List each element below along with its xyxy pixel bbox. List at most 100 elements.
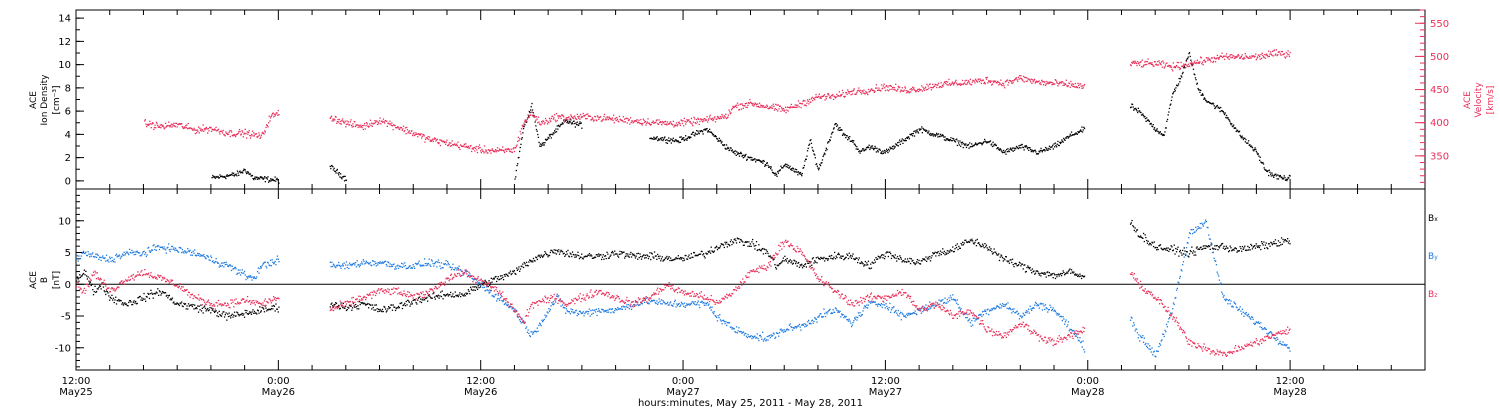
density-series-point bbox=[554, 130, 556, 132]
density-series-point bbox=[656, 136, 658, 138]
velocity-series-point bbox=[1055, 79, 1057, 81]
series-by-point bbox=[81, 252, 83, 254]
series-bx-point bbox=[1190, 250, 1192, 253]
density-series-point bbox=[829, 139, 831, 141]
series-by-point bbox=[401, 262, 403, 264]
series-bx-point bbox=[132, 303, 134, 306]
series-bx-point bbox=[473, 286, 476, 288]
series-bx-point bbox=[593, 257, 595, 259]
series-by-point bbox=[417, 263, 419, 265]
series-by-point bbox=[460, 270, 463, 272]
velocity-series-point bbox=[888, 90, 890, 92]
velocity-series-point bbox=[1156, 64, 1158, 66]
velocity-series-point bbox=[1008, 79, 1010, 82]
velocity-series-point bbox=[522, 126, 524, 128]
density-series-point bbox=[1179, 81, 1181, 83]
velocity-series-point bbox=[1209, 59, 1211, 61]
velocity-series-point bbox=[820, 97, 822, 99]
density-series-point bbox=[1005, 153, 1007, 155]
series-bx-point bbox=[910, 258, 912, 260]
density-series-point bbox=[220, 175, 222, 177]
velocity-series-point bbox=[519, 138, 521, 140]
series-bx-point bbox=[894, 254, 896, 256]
series-bx-point bbox=[504, 275, 506, 277]
series-by-point bbox=[452, 263, 454, 265]
series-by-point bbox=[173, 247, 175, 249]
density-series-point bbox=[1191, 65, 1193, 67]
series-bx-point bbox=[467, 289, 469, 291]
series-by-point bbox=[250, 276, 253, 279]
density-series-point bbox=[847, 139, 849, 141]
series-by-point bbox=[405, 267, 407, 270]
series-bx-point bbox=[180, 303, 182, 305]
density-series-point bbox=[1177, 84, 1179, 87]
series-bx-point bbox=[994, 251, 996, 253]
series-bx-point bbox=[831, 254, 833, 257]
series-by-point bbox=[233, 268, 235, 270]
velocity-series-point bbox=[872, 89, 874, 91]
density-series-point bbox=[1287, 176, 1289, 179]
series-bx-point bbox=[450, 291, 452, 294]
series-bx-point bbox=[953, 250, 955, 253]
velocity-series-point bbox=[635, 120, 637, 122]
series-by-point bbox=[404, 264, 407, 267]
series-bx-point bbox=[92, 289, 94, 291]
series-bx-point bbox=[1039, 272, 1041, 275]
density-series-point bbox=[868, 144, 870, 146]
series-bx-point bbox=[516, 267, 518, 269]
series-by-point bbox=[253, 277, 255, 279]
velocity-series-point bbox=[1289, 51, 1291, 54]
density-series-point bbox=[256, 178, 259, 180]
velocity-series-point bbox=[799, 102, 802, 105]
density-series-point bbox=[1007, 148, 1009, 150]
series-bx-point bbox=[424, 299, 426, 301]
series-bx-point bbox=[626, 255, 628, 257]
velocity-series-point bbox=[758, 102, 761, 104]
density-series-point bbox=[782, 167, 784, 169]
series-by-point bbox=[246, 277, 249, 279]
density-series-point bbox=[1229, 122, 1232, 124]
velocity-series-point bbox=[369, 123, 371, 125]
series-bx-point bbox=[1282, 238, 1284, 241]
velocity-series-point bbox=[1240, 56, 1242, 58]
velocity-series-point bbox=[1185, 66, 1187, 69]
series-bx-point bbox=[951, 250, 953, 252]
series-by-point bbox=[551, 302, 553, 304]
series-by-point bbox=[610, 312, 612, 314]
velocity-series-point bbox=[205, 127, 207, 129]
series-bx-point bbox=[722, 244, 725, 246]
velocity-series-point bbox=[1218, 57, 1221, 59]
series-bx-point bbox=[113, 301, 115, 304]
series-bx-point bbox=[587, 254, 589, 256]
velocity-series-point bbox=[1196, 61, 1198, 64]
series-bx-point bbox=[400, 302, 402, 305]
velocity-label-line: ACE bbox=[1463, 91, 1473, 109]
series-bx-point bbox=[1005, 256, 1007, 258]
velocity-series-point bbox=[199, 129, 202, 132]
series-bx-point bbox=[358, 301, 361, 303]
series-by-point bbox=[269, 259, 272, 261]
velocity-series-point bbox=[512, 148, 514, 150]
velocity-series bbox=[144, 49, 1291, 154]
velocity-series-point bbox=[342, 120, 344, 122]
density-series-point bbox=[1130, 106, 1132, 108]
series-bx-point bbox=[824, 260, 826, 262]
series-bx-point bbox=[151, 292, 153, 294]
series-by-point bbox=[330, 266, 332, 268]
velocity-series-point bbox=[865, 91, 867, 93]
velocity-series-point bbox=[585, 113, 588, 116]
series-bx-point bbox=[1258, 246, 1260, 249]
density-series-point bbox=[993, 145, 995, 147]
velocity-series-point bbox=[365, 125, 367, 127]
velocity-series-point bbox=[926, 83, 928, 86]
velocity-series-point bbox=[503, 150, 505, 152]
series-bx-point bbox=[378, 308, 380, 310]
velocity-series-point bbox=[694, 122, 696, 124]
density-series-point bbox=[226, 174, 228, 176]
density-series-point bbox=[954, 140, 956, 142]
density-series-point bbox=[967, 144, 969, 146]
density-series-point bbox=[703, 128, 706, 131]
density-series-point bbox=[574, 122, 576, 125]
series-by-point bbox=[424, 258, 426, 260]
